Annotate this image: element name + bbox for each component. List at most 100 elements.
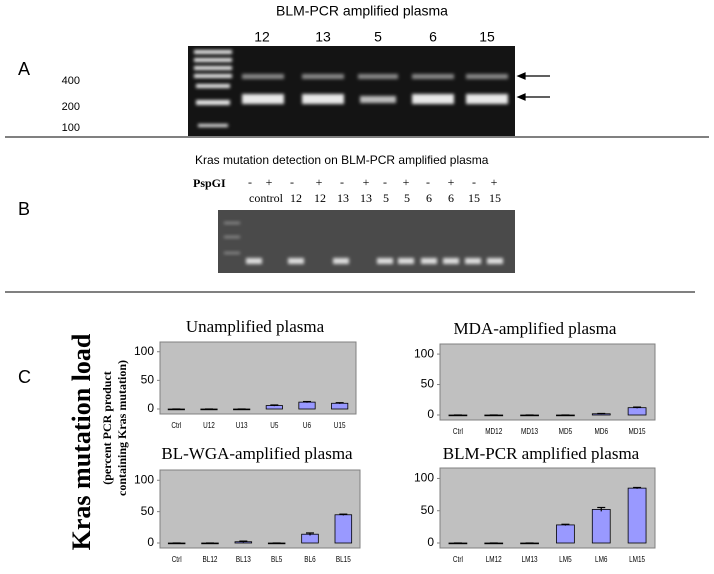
gel-image [188,46,515,136]
error-bar [335,402,344,404]
chart-title: BLM-PCR amplified plasma [443,444,640,463]
bar [301,533,319,544]
error-bar [270,404,279,407]
panel-label: C [18,367,31,387]
plot-area [439,343,656,421]
gel-title: Kras mutation detection on BLM-PCR ampli… [195,153,489,167]
lane-label: 15 [468,191,480,205]
enzyme-sign: + [448,175,455,189]
x-tick-label: MD6 [594,426,608,436]
marker-label: 100 [62,122,80,134]
y-tick-label: 50 [421,503,435,517]
lane-label: 12 [314,191,326,205]
y-tick-label: 0 [147,401,154,415]
x-tick-label: LM5 [559,554,571,564]
x-tick-label: BL13 [236,554,251,564]
chart-title: MDA-amplified plasma [454,319,617,338]
x-tick-label: MD5 [559,426,573,436]
enzyme-sign: + [491,175,498,189]
enzyme-sign: - [248,175,252,189]
error-bar [303,400,311,403]
bar [556,524,575,544]
enzyme-sign: + [403,175,410,189]
error-bar [633,486,642,489]
x-tick-label: LM15 [629,554,645,564]
error-bar [597,506,606,512]
enzyme-sign: - [290,175,294,189]
lane-label: 15 [489,191,501,205]
x-tick-label: MD13 [521,426,538,436]
y-tick-label: 50 [141,373,155,387]
lane-label: 13 [360,191,372,205]
error-bar [561,523,570,526]
x-tick-label: U12 [203,420,215,430]
y-tick-label: 50 [141,504,155,518]
y-axis-sublabel: (percent PCR product [100,371,114,485]
lane-label: 6 [429,29,437,45]
x-tick-label: LM6 [595,554,607,564]
lane-label: 6 [426,191,432,205]
lane-label: 5 [383,191,389,205]
bar [627,487,647,544]
gel-title: BLM-PCR amplified plasma [276,3,448,19]
x-tick-label: LM12 [486,554,502,564]
enzyme-sign: - [426,175,430,189]
plot-area [159,469,361,549]
lane-label: 13 [337,191,349,205]
marker-label: 400 [62,75,80,87]
x-tick-label: BL5 [271,554,282,564]
enzyme-sign: - [340,175,344,189]
x-tick-label: MD12 [485,426,502,436]
gel-bands [194,50,508,127]
error-bar [339,513,348,516]
error-bar [633,406,642,409]
error-bar [597,412,606,415]
x-tick-label: Ctrl [171,420,181,430]
x-tick-label: U13 [236,420,248,430]
enzyme-sign: - [472,175,476,189]
y-tick-label: 0 [427,407,434,421]
bar [334,514,353,544]
bar [627,407,647,416]
marker-label: 200 [62,101,80,113]
lane-label: control [249,191,284,205]
enzyme-sign: - [383,175,387,189]
y-axis-sublabel: containing Kras mutation) [115,360,129,496]
error-bar [306,532,314,536]
x-tick-label: BL15 [336,554,351,564]
y-axis-label: Kras mutation load [67,333,96,550]
chart-title: Unamplified plasma [186,317,325,336]
plot-area [159,341,357,415]
bar [298,401,316,410]
enzyme-sign: + [266,175,273,189]
plot-area [439,467,656,549]
x-tick-label: U15 [334,420,346,430]
x-tick-label: U6 [303,420,311,430]
enzyme-label: PspGI [193,176,226,190]
y-tick-label: 100 [414,346,434,360]
chart-title: BL-WGA-amplified plasma [161,444,353,463]
bar [591,509,611,544]
lane-label: 5 [404,191,410,205]
x-tick-label: Ctrl [172,554,182,564]
y-tick-label: 0 [427,535,434,549]
y-tick-label: 100 [134,344,154,358]
x-tick-label: LM13 [522,554,538,564]
enzyme-sign: + [363,175,370,189]
lane-label: 13 [315,29,331,45]
y-tick-label: 100 [414,471,434,485]
x-tick-label: MD15 [629,426,646,436]
x-tick-label: BL6 [304,554,315,564]
lane-label: 6 [448,191,454,205]
y-tick-label: 0 [147,535,154,549]
error-bar [239,540,248,543]
panel-label: A [18,59,30,79]
y-tick-label: 100 [134,472,154,486]
y-tick-label: 50 [421,377,435,391]
x-tick-label: Ctrl [453,554,463,564]
gel-bands [224,222,503,264]
x-tick-label: Ctrl [453,426,463,436]
panel-label: B [18,199,30,219]
bar [331,402,349,410]
